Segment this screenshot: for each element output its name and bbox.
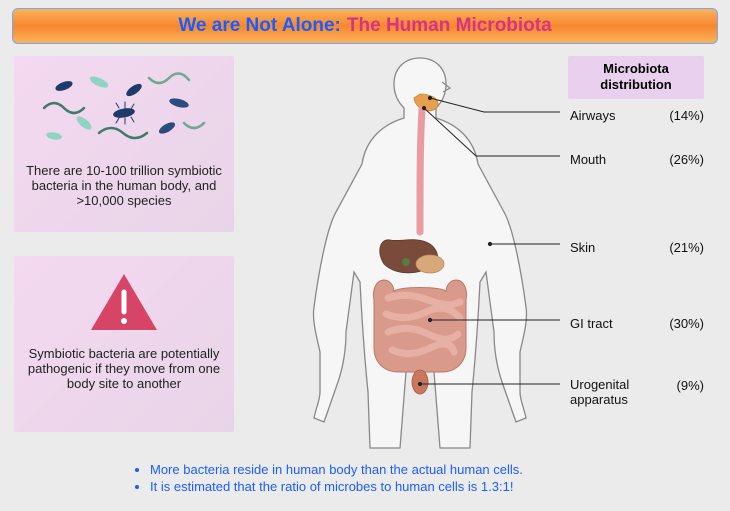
dist-label: Airways [570,108,616,123]
dist-pct: (14%) [669,108,704,123]
dist-row-urogenital: Urogenital apparatus (9%) [570,378,704,408]
dist-label: Urogenital apparatus [570,378,644,408]
title-banner: We are Not Alone: The Human Microbiota [12,8,718,44]
dist-label: GI tract [570,316,613,331]
info-box-pathogenic-warning: Symbiotic bacteria are potentially patho… [14,256,234,432]
title-part2: The Human Microbiota [347,15,552,37]
dist-label: Skin [570,240,595,255]
title-part1: We are Not Alone: [178,15,341,37]
dist-row-gi: GI tract (30%) [570,316,704,331]
dist-pct: (26%) [669,152,704,167]
footer-bullets: More bacteria reside in human body than … [150,462,523,496]
bullet-1: More bacteria reside in human body than … [150,462,523,477]
distribution-header: Microbiota distribution [568,56,704,99]
human-body-diagram [280,52,560,452]
info-text-1: There are 10-100 trillion symbiotic bact… [26,163,222,208]
dist-row-airways: Airways (14%) [570,108,704,123]
info-text-2: Symbiotic bacteria are potentially patho… [26,346,222,391]
bacteria-icon [39,68,209,153]
dist-row-mouth: Mouth (26%) [570,152,704,167]
dist-label: Mouth [570,152,606,167]
dist-pct: (9%) [677,378,704,408]
dist-pct: (30%) [669,316,704,331]
info-box-bacteria-count: There are 10-100 trillion symbiotic bact… [14,56,234,232]
dist-row-skin: Skin (21%) [570,240,704,255]
warning-icon [89,272,159,332]
bullet-2: It is estimated that the ratio of microb… [150,479,523,494]
dist-pct: (21%) [669,240,704,255]
